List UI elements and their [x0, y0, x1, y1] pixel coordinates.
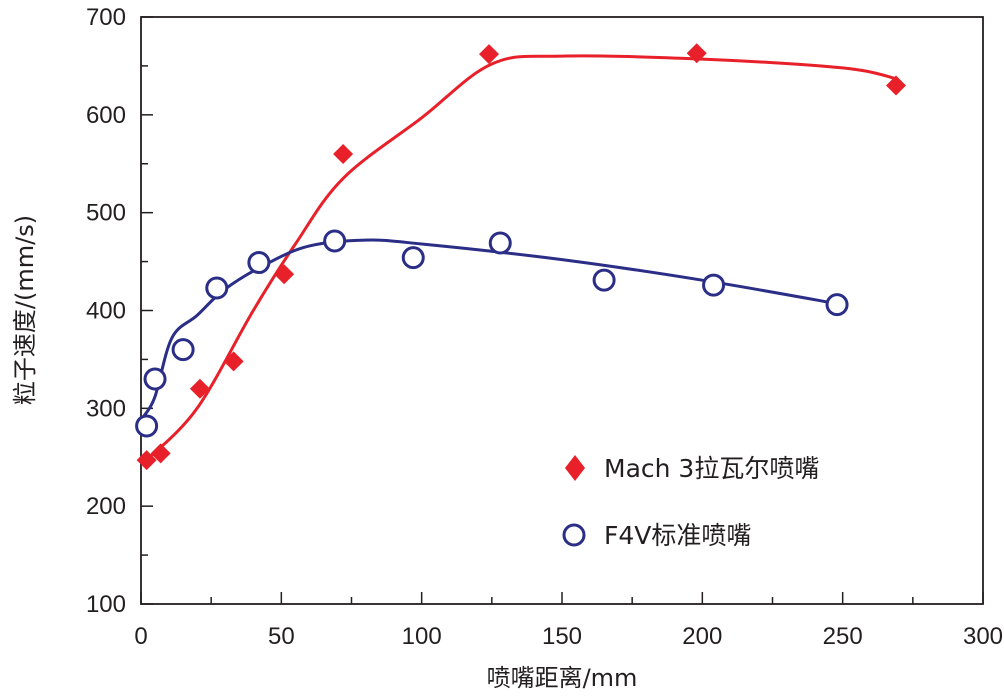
y-tick-label: 500: [86, 200, 126, 227]
y-tick-label: 600: [86, 102, 126, 129]
x-tick-label: 250: [823, 623, 863, 650]
x-tick-label: 50: [268, 623, 295, 650]
data-point-f4v: [825, 293, 849, 317]
data-point-f4v: [401, 246, 425, 270]
data-point-mach3: [274, 264, 295, 285]
data-point-f4v: [702, 273, 726, 297]
y-tick-label: 100: [86, 591, 126, 618]
data-point-mach3: [686, 43, 707, 64]
data-point-f4v: [592, 268, 616, 292]
data-point-mach3: [333, 143, 354, 164]
data-point-f4v: [247, 251, 271, 275]
data-point-mach3: [223, 351, 244, 372]
y-tick-label: 400: [86, 298, 126, 325]
legend-label-mach3: Mach 3拉瓦尔喷嘴: [604, 454, 819, 483]
data-point-f4v: [143, 367, 167, 391]
x-tick-label: 200: [682, 623, 722, 650]
data-point-mach3: [885, 75, 906, 96]
data-point-mach3: [150, 443, 171, 464]
data-point-f4v: [135, 414, 159, 438]
x-tick-label: 150: [542, 623, 582, 650]
legend-marker-mach3: [565, 455, 585, 481]
data-point-mach3: [189, 378, 210, 399]
data-point-f4v: [488, 231, 512, 255]
plot-frame: [140, 16, 984, 605]
y-axis-title: 粒子速度/(mm/s): [11, 215, 39, 405]
data-point-f4v: [205, 276, 229, 300]
y-tick-label: 300: [86, 395, 126, 422]
data-point-mach3: [136, 450, 157, 471]
x-axis-title: 喷嘴距离/mm: [487, 664, 638, 692]
y-tick-label: 200: [86, 493, 126, 520]
fit-line-mach3: [145, 54, 897, 462]
x-tick-label: 100: [402, 623, 442, 650]
y-tick-label: 700: [86, 4, 126, 31]
legend-marker-f4v: [562, 523, 586, 547]
x-tick-label: 300: [963, 623, 1003, 650]
data-point-f4v: [323, 229, 347, 253]
fit-line-f4v: [142, 238, 838, 418]
x-tick-label: 0: [134, 623, 147, 650]
data-point-f4v: [171, 338, 195, 362]
data-point-mach3: [479, 44, 500, 65]
legend-label-f4v: F4V标准喷嘴: [604, 521, 751, 550]
legend: Mach 3拉瓦尔喷嘴 F4V标准喷嘴: [562, 454, 819, 550]
